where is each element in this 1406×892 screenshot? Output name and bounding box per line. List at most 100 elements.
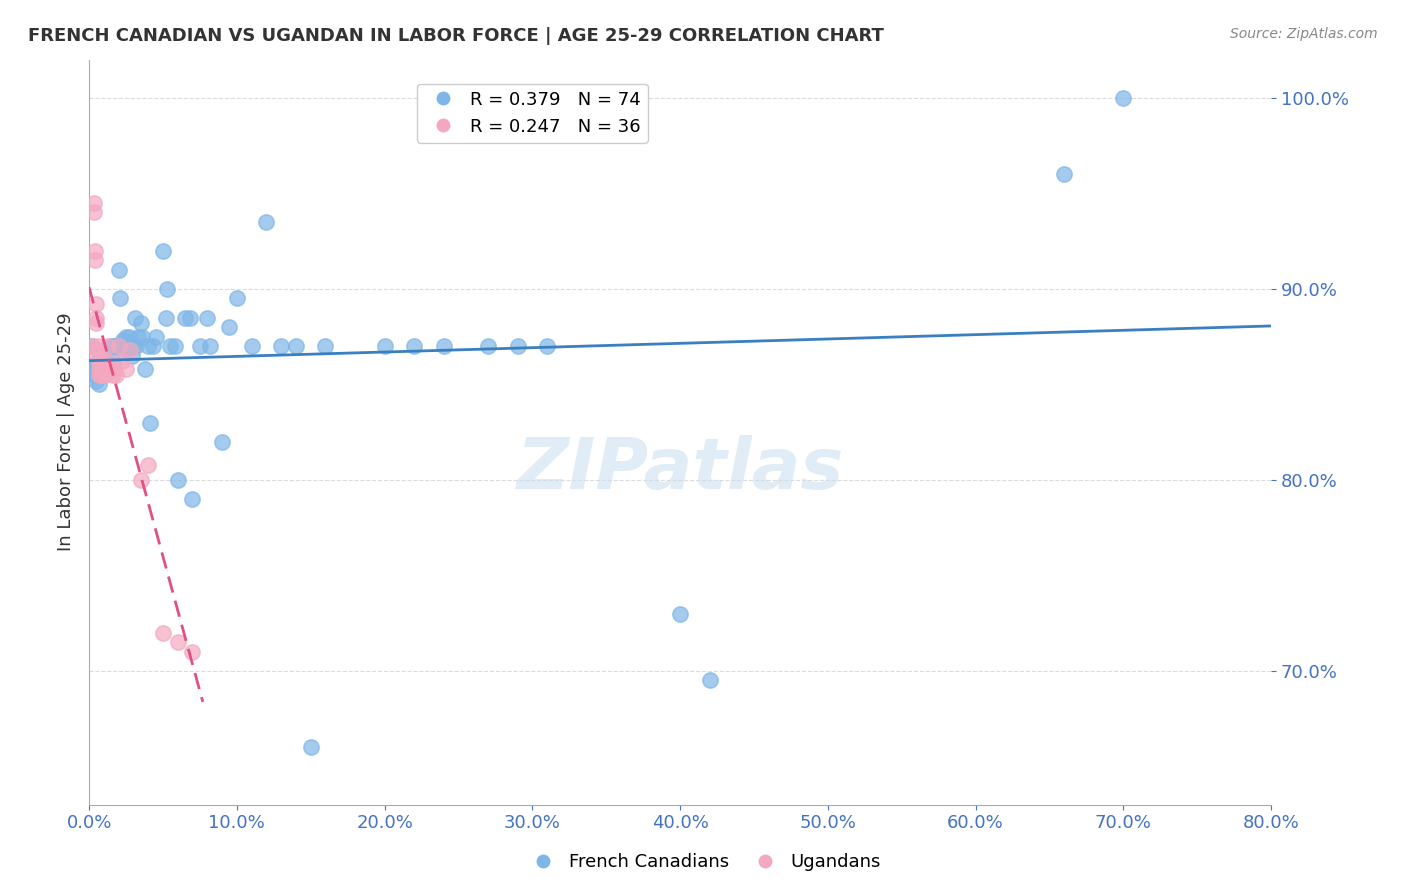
Point	[270, 339, 292, 353]
Point	[103, 339, 125, 353]
Point	[90, 368, 112, 382]
Point	[83, 195, 105, 210]
Point	[374, 339, 396, 353]
Point	[200, 339, 222, 353]
Point	[142, 339, 165, 353]
Point	[159, 339, 181, 353]
Point	[100, 339, 122, 353]
Point	[120, 343, 142, 357]
Point	[98, 362, 121, 376]
Point	[127, 329, 149, 343]
Point	[93, 358, 115, 372]
Text: ZIPatlas: ZIPatlas	[516, 435, 844, 504]
Point	[97, 339, 120, 353]
Point	[89, 354, 111, 368]
Point	[181, 491, 204, 506]
Point	[93, 368, 115, 382]
Point	[80, 339, 103, 353]
Point	[83, 358, 105, 372]
Point	[211, 434, 233, 449]
Point	[254, 215, 277, 229]
Point	[120, 339, 142, 353]
Point	[90, 368, 112, 382]
Point	[115, 362, 138, 376]
Point	[115, 339, 138, 353]
Point	[86, 310, 108, 325]
Point	[89, 377, 111, 392]
Point	[225, 292, 247, 306]
Point	[122, 339, 145, 353]
Point	[89, 354, 111, 368]
Point	[89, 362, 111, 376]
Point	[155, 310, 177, 325]
Point	[218, 320, 240, 334]
Point	[94, 362, 117, 376]
Point	[299, 740, 322, 755]
Point	[91, 362, 114, 376]
Point	[145, 329, 167, 343]
Point	[166, 473, 188, 487]
Point	[103, 362, 125, 376]
Point	[87, 368, 110, 382]
Point	[97, 362, 120, 376]
Point	[131, 329, 153, 343]
Point	[536, 339, 558, 353]
Point	[86, 362, 108, 376]
Point	[112, 334, 135, 348]
Point	[136, 458, 159, 472]
Point	[110, 354, 132, 368]
Point	[87, 349, 110, 363]
Point	[163, 339, 186, 353]
Point	[87, 358, 110, 372]
Point	[107, 339, 129, 353]
Point	[129, 473, 152, 487]
Point	[100, 362, 122, 376]
Point	[108, 292, 131, 306]
Point	[84, 368, 107, 382]
Point	[86, 316, 108, 330]
Point	[174, 310, 197, 325]
Point	[152, 625, 174, 640]
Point	[93, 368, 115, 382]
Point	[124, 310, 146, 325]
Text: Source: ZipAtlas.com: Source: ZipAtlas.com	[1230, 27, 1378, 41]
Point	[86, 374, 108, 388]
Point	[188, 339, 211, 353]
Text: FRENCH CANADIAN VS UGANDAN IN LABOR FORCE | AGE 25-29 CORRELATION CHART: FRENCH CANADIAN VS UGANDAN IN LABOR FORC…	[28, 27, 884, 45]
Point	[84, 253, 107, 268]
Y-axis label: In Labor Force | Age 25-29: In Labor Force | Age 25-29	[58, 313, 75, 551]
Point	[1112, 91, 1135, 105]
Point	[118, 329, 141, 343]
Point	[90, 362, 112, 376]
Point	[152, 244, 174, 258]
Point	[83, 205, 105, 219]
Point	[87, 339, 110, 353]
Point	[101, 368, 124, 382]
Point	[138, 416, 160, 430]
Point	[181, 645, 204, 659]
Point	[110, 339, 132, 353]
Point	[129, 316, 152, 330]
Point	[93, 368, 115, 382]
Point	[89, 368, 111, 382]
Point	[80, 339, 103, 353]
Point	[84, 244, 107, 258]
Point	[91, 368, 114, 382]
Point	[1053, 167, 1076, 181]
Point	[104, 339, 127, 353]
Point	[104, 368, 127, 382]
Point	[134, 362, 156, 376]
Point	[166, 635, 188, 649]
Point	[195, 310, 218, 325]
Point	[94, 362, 117, 376]
Point	[115, 329, 138, 343]
Point	[669, 607, 692, 621]
Legend: R = 0.379   N = 74, R = 0.247   N = 36: R = 0.379 N = 74, R = 0.247 N = 36	[418, 84, 648, 143]
Point	[107, 262, 129, 277]
Point	[136, 339, 159, 353]
Point	[90, 362, 112, 376]
Point	[240, 339, 263, 353]
Point	[115, 343, 138, 357]
Legend: French Canadians, Ugandans: French Canadians, Ugandans	[519, 847, 887, 879]
Point	[117, 335, 139, 350]
